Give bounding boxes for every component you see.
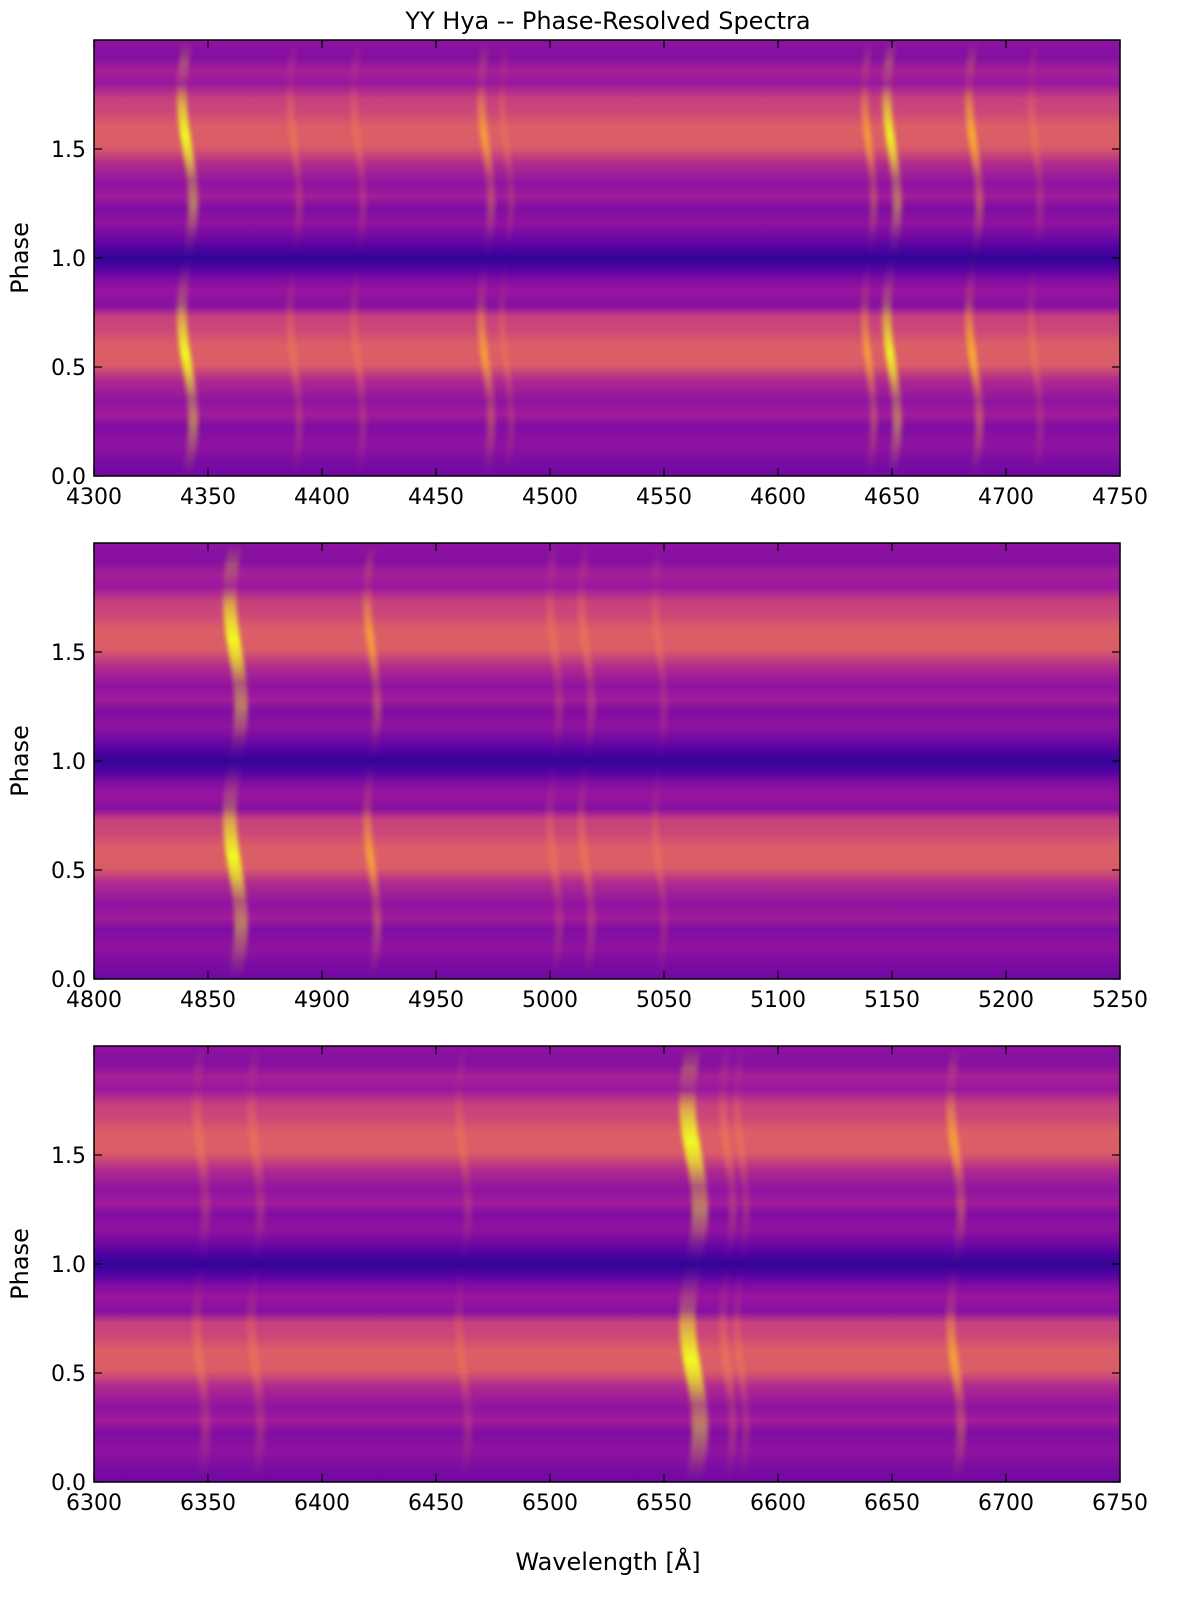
y-axis-label: Phase	[6, 725, 34, 797]
emission-line-4341	[176, 40, 199, 476]
x-tick-label: 4300	[66, 485, 122, 510]
y-tick-label: 0.5	[51, 356, 86, 381]
x-tick-label: 4900	[294, 988, 350, 1013]
emission-line-6462	[454, 1046, 472, 1482]
emission-line-4686	[964, 40, 984, 476]
heatmap-background	[94, 40, 1120, 476]
x-tick-label: 6550	[636, 1491, 692, 1516]
x-tick-label: 6400	[294, 1491, 350, 1516]
x-tick-label: 4400	[294, 485, 350, 510]
emission-line-4922	[363, 543, 382, 979]
spectrum-panel-2: 4800 4850 4900 4950 5000 5050 5100 5150 5200 5250…	[6, 542, 1148, 1013]
emission-line-6584	[733, 1046, 750, 1482]
x-tick-label: 6300	[66, 1491, 122, 1516]
y-tick-label: 1.5	[51, 138, 86, 163]
emission-line-4713	[1027, 40, 1044, 476]
x-tick-label: 4800	[66, 988, 122, 1013]
emission-line-5002	[545, 543, 564, 979]
emission-line-4472	[477, 40, 496, 476]
x-tick-label: 5050	[636, 988, 692, 1013]
x-tick-label: 4850	[180, 988, 236, 1013]
x-tick-label: 4750	[1092, 485, 1148, 510]
y-tick-label: 0.0	[51, 968, 86, 993]
y-tick-label: 0.5	[51, 1362, 86, 1387]
x-tick-label: 6450	[408, 1491, 464, 1516]
x-tick-label: 5100	[750, 988, 806, 1013]
emission-line-6563	[679, 1046, 709, 1482]
y-tick-label: 0.0	[51, 1471, 86, 1496]
figure-title: YY Hya -- Phase-Resolved Spectra	[404, 7, 810, 35]
y-tick-label: 1.5	[51, 1144, 86, 1169]
x-tick-label: 5150	[864, 988, 920, 1013]
x-tick-label: 6750	[1092, 1491, 1148, 1516]
emission-line-6678	[946, 1046, 966, 1482]
y-axis-label: Phase	[6, 1228, 34, 1300]
emission-line-6578	[718, 1046, 737, 1482]
x-tick-label: 6600	[750, 1491, 806, 1516]
x-tick-label: 5250	[1092, 988, 1148, 1013]
x-tick-label: 4700	[978, 485, 1034, 510]
emission-line-4388	[286, 40, 303, 476]
emission-line-5048	[651, 543, 668, 979]
y-tick-label: 1.0	[51, 1253, 86, 1278]
x-tick-label: 4950	[408, 988, 464, 1013]
x-tick-label: 4550	[636, 485, 692, 510]
x-tick-label: 4450	[408, 485, 464, 510]
y-tick-label: 1.0	[51, 750, 86, 775]
spectrum-panel-3: 6300 6350 6400 6450 6500 6550 6600 6650 6700 6750…	[6, 1045, 1148, 1516]
y-axis-label: Phase	[6, 222, 34, 294]
emission-line-4481	[499, 40, 515, 476]
emission-line-4862	[222, 543, 248, 979]
y-tick-label: 0.5	[51, 859, 86, 884]
heatmap-background	[94, 543, 1120, 979]
x-tick-label: 4350	[180, 485, 236, 510]
spectrum-panel-1: 4300 4350 4400 4450 4500 4550 4600 4650 4700 4750…	[6, 39, 1148, 510]
y-tick-label: 0.0	[51, 465, 86, 490]
emission-line-4650	[882, 40, 902, 476]
emission-line-4640	[861, 40, 878, 476]
emission-line-6347	[192, 1046, 211, 1482]
x-tick-label: 4500	[522, 485, 578, 510]
x-tick-label: 6500	[522, 1491, 578, 1516]
x-tick-label: 5000	[522, 988, 578, 1013]
y-tick-label: 1.0	[51, 247, 86, 272]
x-tick-label: 6650	[864, 1491, 920, 1516]
x-tick-label: 4600	[750, 485, 806, 510]
emission-line-5016	[577, 543, 596, 979]
x-tick-label: 5200	[978, 988, 1034, 1013]
x-tick-label: 6350	[180, 1491, 236, 1516]
emission-line-4416	[350, 40, 367, 476]
x-axis-label: Wavelength [Å]	[515, 1547, 700, 1576]
y-tick-label: 1.5	[51, 641, 86, 666]
x-tick-label: 4650	[864, 485, 920, 510]
x-tick-label: 6700	[978, 1491, 1034, 1516]
emission-line-6371	[246, 1046, 265, 1482]
